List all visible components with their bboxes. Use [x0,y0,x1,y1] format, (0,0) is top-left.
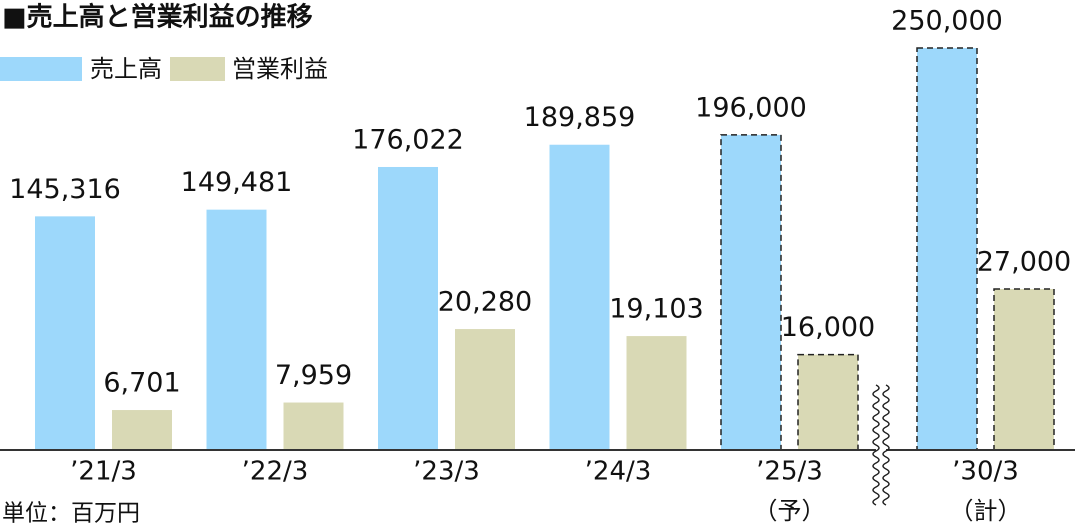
unit-label: 単位：百万円 [2,501,140,527]
x-tick-label: ’21/3 [70,457,137,487]
bar [626,336,687,450]
bar [378,166,438,450]
bar [993,288,1055,451]
x-tick-label: ’25/3 [756,457,823,487]
x-tick-label: ’30/3 [952,457,1019,487]
value-label: 196,000 [695,92,807,123]
bar [797,353,859,451]
value-label: 20,280 [438,287,532,318]
bar [206,209,267,450]
break-mark [882,384,890,506]
bar [549,144,610,450]
x-tick-note: （予） [754,497,826,525]
bar [720,134,782,451]
legend-swatch [170,57,225,81]
value-label: 145,316 [9,174,121,205]
value-label: 6,701 [103,368,180,399]
x-tick-note: （計） [950,497,1022,525]
x-tick-label: ’23/3 [413,457,480,487]
value-label: 250,000 [891,6,1003,37]
value-label: 16,000 [781,312,875,343]
bar [455,329,515,450]
value-label: 27,000 [977,246,1071,277]
x-tick-label: ’24/3 [585,457,652,487]
value-label: 19,103 [609,294,703,325]
break-gap [876,385,886,510]
bar [916,47,978,451]
legend-label: 営業利益 [232,55,328,83]
legend-swatch [0,57,82,81]
value-label: 176,022 [352,124,464,155]
value-label: 7,959 [275,360,352,391]
legend-label: 売上高 [90,55,162,83]
x-tick-label: ’22/3 [242,457,309,487]
bar [35,216,95,450]
value-label: 149,481 [181,167,293,198]
break-mark [872,384,880,506]
chart-title: ■売上高と営業利益の推移 [2,2,313,33]
value-label: 189,859 [524,102,636,133]
bar [112,410,172,450]
bar [283,402,344,450]
